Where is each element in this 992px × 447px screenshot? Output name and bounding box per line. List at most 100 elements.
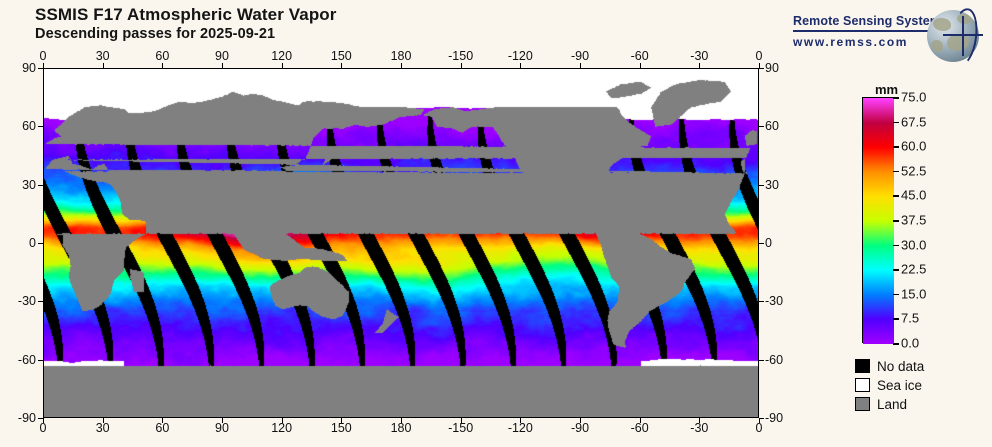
x-tick-label: 150 <box>330 49 352 63</box>
x-tick-mark <box>759 418 760 423</box>
y-tick-label: -30 <box>17 294 36 309</box>
x-tick-mark <box>580 418 581 423</box>
x-tick-mark <box>281 418 283 423</box>
x-tick-mark <box>460 63 462 68</box>
x-tick-mark <box>222 418 223 423</box>
x-tick-mark <box>341 63 343 68</box>
x-tick-label: -30 <box>690 49 709 63</box>
page-title: SSMIS F17 Atmospheric Water Vapor <box>35 5 337 24</box>
x-tick-mark <box>699 63 701 68</box>
y-tick-mark <box>38 301 43 303</box>
colorbar-tick-label: 15.0 <box>901 286 927 302</box>
y-tick-mark <box>38 243 43 244</box>
x-tick-label: 60 <box>155 421 170 435</box>
x-tick-label: -90 <box>570 421 590 435</box>
x-tick-label: 90 <box>215 49 229 63</box>
title-block: SSMIS F17 Atmospheric Water Vapor Descen… <box>35 4 337 44</box>
y-tick-mark <box>38 68 43 69</box>
y-tick-mark <box>759 418 764 419</box>
legend-swatch <box>855 359 870 373</box>
colorbar-tick-label: 37.5 <box>901 212 927 228</box>
colorbar-tick-label: 75.0 <box>901 89 927 105</box>
colorbar-tick-label: 30.0 <box>901 237 927 253</box>
x-tick-label: 0 <box>39 421 47 435</box>
y-tick-label: 90 <box>22 61 36 75</box>
x-tick-label: 0 <box>755 49 763 63</box>
colorbar-tick-mark <box>893 195 899 197</box>
x-tick-label: 150 <box>330 421 352 435</box>
y-tick-label: -90 <box>17 411 36 425</box>
y-tick-mark <box>38 184 43 186</box>
x-tick-label: -120 <box>507 49 533 63</box>
y-tick-label: -30 <box>765 294 784 309</box>
legend-label: No data <box>877 358 925 374</box>
x-tick-mark <box>43 63 44 68</box>
y-tick-mark <box>759 359 764 361</box>
colorbar-tick-mark <box>893 97 899 99</box>
colorbar-tick-label: 0.0 <box>901 335 920 351</box>
remss-logo[interactable]: Remote Sensing Systems www.remss.com <box>793 6 983 68</box>
legend-label: Land <box>877 396 908 412</box>
colorbar[interactable] <box>862 97 894 344</box>
colorbar-tick-label: 52.5 <box>901 163 927 179</box>
y-tick-mark <box>759 301 764 303</box>
x-tick-label: -30 <box>690 421 709 435</box>
x-tick-mark <box>759 63 760 68</box>
x-tick-mark <box>102 418 104 423</box>
x-tick-mark <box>162 418 164 423</box>
colorbar-tick-mark <box>893 343 899 345</box>
colorbar-tick-mark <box>893 146 899 148</box>
legend-item: Land <box>855 395 924 413</box>
colorbar-tick-label: 45.0 <box>901 187 927 203</box>
colorbar-gradient <box>863 98 894 344</box>
y-tick-label: -60 <box>765 352 784 367</box>
logo-website: www.remss.com <box>793 35 909 49</box>
y-tick-label: -60 <box>17 352 36 367</box>
x-tick-mark <box>341 418 343 423</box>
x-tick-mark <box>639 418 641 423</box>
y-tick-label: 60 <box>765 119 779 134</box>
x-tick-label: 30 <box>95 49 110 63</box>
x-tick-label: -120 <box>507 421 533 435</box>
x-tick-label: 0 <box>755 421 763 435</box>
colorbar-tick-label: 22.5 <box>901 261 927 277</box>
x-tick-label: -150 <box>448 421 474 435</box>
x-tick-label: -150 <box>448 49 474 63</box>
map-plot-area[interactable] <box>43 68 759 418</box>
water-vapor-heatmap <box>44 69 758 417</box>
x-tick-label: 30 <box>95 421 110 435</box>
x-tick-mark <box>520 418 522 423</box>
x-tick-mark <box>162 63 164 68</box>
x-tick-mark <box>281 63 283 68</box>
x-tick-mark <box>222 63 223 68</box>
x-tick-label: 180 <box>390 421 412 435</box>
x-tick-mark <box>102 63 104 68</box>
y-tick-mark <box>38 126 43 128</box>
colorbar-tick-label: 60.0 <box>901 138 927 154</box>
colorbar-tick-mark <box>893 170 899 173</box>
x-tick-mark <box>580 63 581 68</box>
colorbar-tick-mark <box>893 293 899 296</box>
x-tick-label: -90 <box>570 49 590 63</box>
y-tick-label: 30 <box>22 177 36 192</box>
y-tick-label: 0 <box>29 236 36 250</box>
x-tick-mark <box>639 63 641 68</box>
x-tick-label: 60 <box>155 49 170 63</box>
legend-item: No data <box>855 357 924 375</box>
x-tick-mark <box>401 418 402 423</box>
x-tick-label: 0 <box>39 49 47 63</box>
colorbar-tick-mark <box>893 269 899 271</box>
y-tick-mark <box>759 243 764 244</box>
y-tick-mark <box>38 418 43 419</box>
colorbar-tick-mark <box>893 318 899 320</box>
colorbar-tick-label: 7.5 <box>901 310 920 326</box>
y-tick-label: -90 <box>765 411 784 425</box>
x-tick-label: 120 <box>271 421 293 435</box>
legend-item: Sea ice <box>855 376 924 394</box>
x-tick-label: 120 <box>271 49 293 63</box>
y-tick-label: 60 <box>22 119 36 134</box>
legend-swatch <box>855 397 870 411</box>
x-tick-mark <box>43 418 44 423</box>
x-tick-label: -60 <box>630 421 649 435</box>
